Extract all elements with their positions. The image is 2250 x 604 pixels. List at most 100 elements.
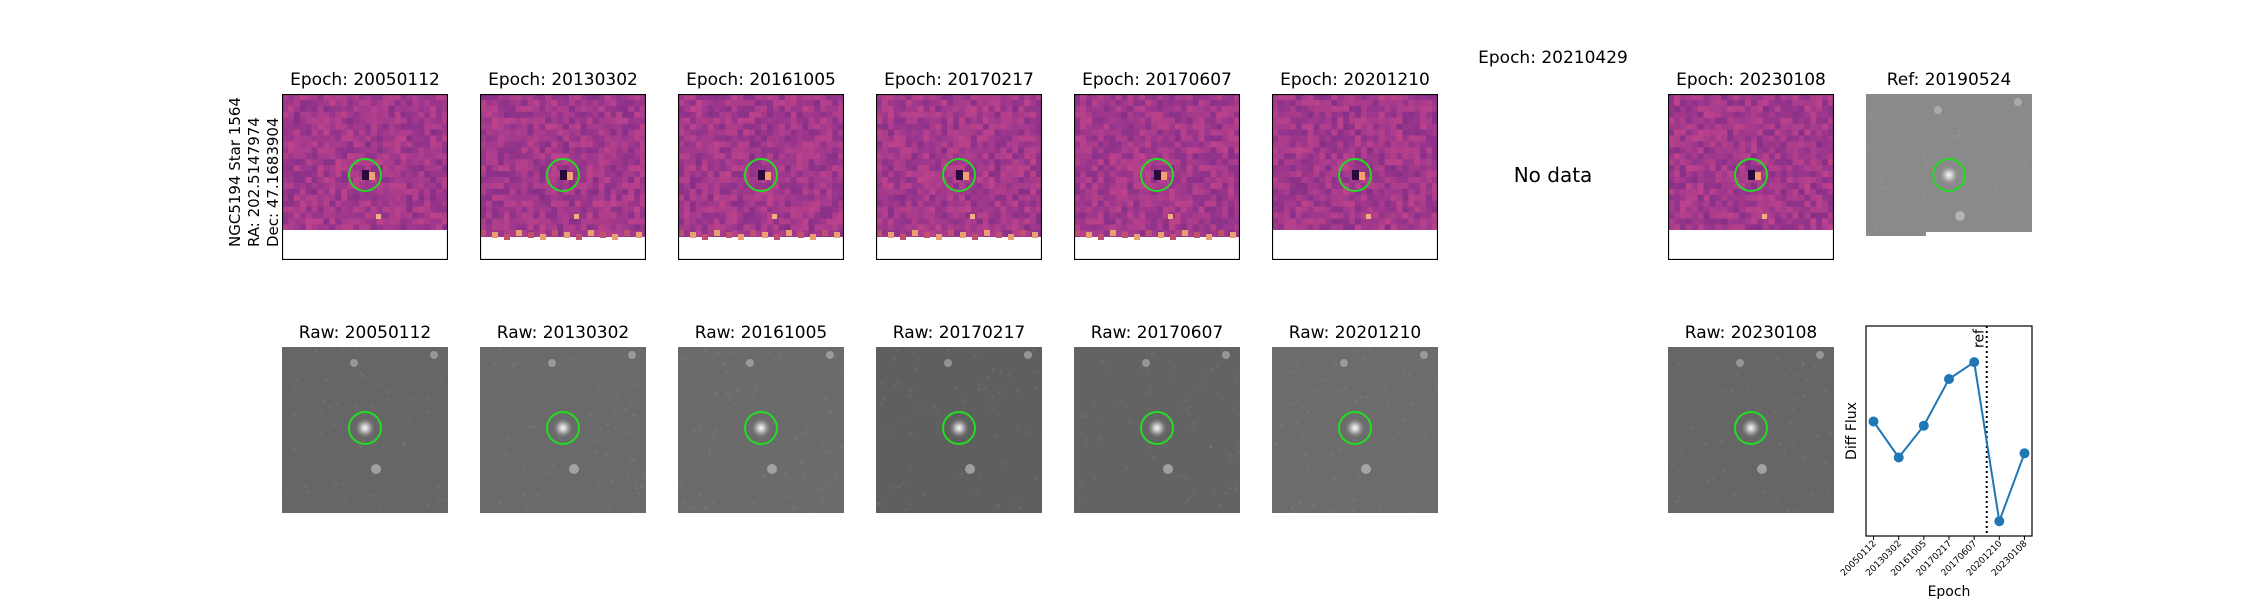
residual-spot	[376, 214, 381, 219]
residual-dark	[1748, 170, 1755, 180]
raw-panel-title: Raw: 20130302	[480, 323, 646, 343]
target-star	[949, 418, 969, 438]
diff-panel-title: Epoch: 20210429	[1470, 48, 1636, 68]
difference-image	[1272, 94, 1438, 260]
neighbor-star	[1142, 359, 1150, 367]
raw-panel-title: Raw: 20201210	[1272, 323, 1438, 343]
star-info-label: NGC5194 Star 1564 RA: 202.5147974 Dec: 4…	[226, 97, 283, 247]
target-star	[1939, 165, 1959, 185]
image-mask	[282, 230, 448, 260]
star-name: NGC5194 Star 1564	[226, 97, 245, 247]
image-mask	[1272, 230, 1438, 260]
residual-dark	[956, 170, 963, 180]
reference-image	[1866, 94, 2032, 260]
neighbor-star	[430, 351, 438, 359]
star-ra: RA: 202.5147974	[245, 97, 264, 247]
diff-panel-title: Epoch: 20201210	[1272, 70, 1438, 90]
residual-spot	[1168, 214, 1173, 219]
plot-frame	[1866, 326, 2032, 536]
difference-image	[1074, 94, 1240, 260]
difference-image	[282, 94, 448, 260]
neighbor-star	[1420, 351, 1428, 359]
y-axis-label: Diff Flux	[1844, 402, 1860, 460]
no-data-text: No data	[1470, 163, 1636, 187]
ref-panel-title: Ref: 20190524	[1866, 70, 2032, 90]
target-star	[553, 418, 573, 438]
data-point	[1969, 357, 1979, 367]
neighbor-star	[569, 464, 579, 474]
target-star	[355, 418, 375, 438]
diff-panel-title: Epoch: 20050112	[282, 70, 448, 90]
neighbor-star	[767, 464, 777, 474]
residual-bright	[369, 172, 375, 180]
raw-panel-title: Raw: 20050112	[282, 323, 448, 343]
neighbor-star	[826, 351, 834, 359]
neighbor-star	[628, 351, 636, 359]
neighbor-star	[1757, 464, 1767, 474]
neighbor-star	[746, 359, 754, 367]
residual-bright	[1755, 172, 1761, 180]
residual-bright	[963, 172, 969, 180]
neighbor-star	[548, 359, 556, 367]
neighbor-star	[1736, 359, 1744, 367]
raw-image	[876, 347, 1042, 513]
raw-image	[480, 347, 646, 513]
raw-image	[1074, 347, 1240, 513]
neighbor-star	[1816, 351, 1824, 359]
residual-dark	[1154, 170, 1161, 180]
raw-panel-title: Raw: 20170607	[1074, 323, 1240, 343]
target-star	[751, 418, 771, 438]
raw-image	[678, 347, 844, 513]
residual-dark	[560, 170, 567, 180]
data-point	[1894, 453, 1904, 463]
raw-image	[1668, 347, 1834, 513]
neighbor-star	[1340, 359, 1348, 367]
raw-image	[1272, 347, 1438, 513]
residual-dark	[1352, 170, 1359, 180]
image-mask	[1668, 230, 1834, 260]
diff-panel-title: Epoch: 20130302	[480, 70, 646, 90]
target-star	[1741, 418, 1761, 438]
reference-line-label: ref	[1972, 328, 1988, 348]
difference-image	[678, 94, 844, 260]
residual-spot	[1762, 214, 1767, 219]
data-point	[1994, 516, 2004, 526]
residual-spot	[772, 214, 777, 219]
target-star	[1147, 418, 1167, 438]
neighbor-star	[1361, 464, 1371, 474]
diff-panel-title: Epoch: 20230108	[1668, 70, 1834, 90]
neighbor-star	[1163, 464, 1173, 474]
difference-image	[1668, 94, 1834, 260]
residual-spot	[574, 214, 579, 219]
x-axis-label: Epoch	[1928, 584, 1971, 600]
diff-panel-title: Epoch: 20170217	[876, 70, 1042, 90]
neighbor-star	[965, 464, 975, 474]
raw-panel-title: Raw: 20161005	[678, 323, 844, 343]
residual-spot	[1366, 214, 1371, 219]
residual-bright	[1161, 172, 1167, 180]
raw-panel-title: Raw: 20170217	[876, 323, 1042, 343]
target-star	[1345, 418, 1365, 438]
residual-dark	[758, 170, 765, 180]
neighbor-star	[2014, 98, 2022, 106]
image-mask	[1866, 236, 2032, 260]
residual-bright	[1359, 172, 1365, 180]
neighbor-star	[1222, 351, 1230, 359]
data-point	[2020, 448, 2030, 458]
neighbor-star	[1955, 211, 1965, 221]
series-line	[1874, 362, 2025, 521]
neighbor-star	[1934, 106, 1942, 114]
neighbor-star	[350, 359, 358, 367]
difference-image	[876, 94, 1042, 260]
neighbor-star	[371, 464, 381, 474]
residual-bright	[567, 172, 573, 180]
raw-image	[282, 347, 448, 513]
raw-panel-title: Raw: 20230108	[1668, 323, 1834, 343]
diff-panel-title: Epoch: 20161005	[678, 70, 844, 90]
neighbor-star	[944, 359, 952, 367]
diff-panel-title: Epoch: 20170607	[1074, 70, 1240, 90]
residual-bright	[765, 172, 771, 180]
data-point	[1869, 417, 1879, 427]
difference-image	[480, 94, 646, 260]
